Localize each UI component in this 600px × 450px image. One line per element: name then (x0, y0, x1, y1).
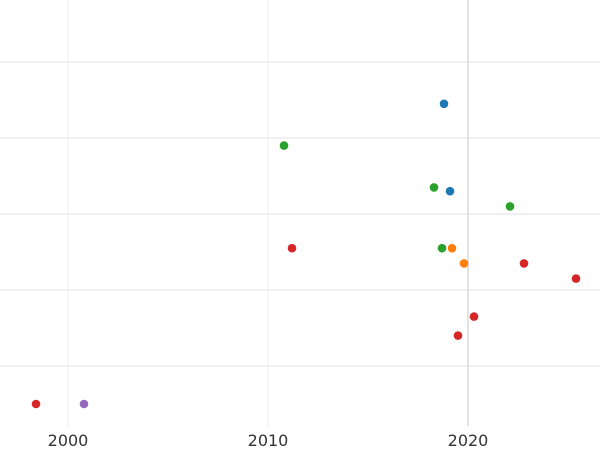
data-point (519, 259, 529, 268)
data-point (459, 259, 469, 268)
data-point (31, 399, 41, 409)
data-point (469, 312, 479, 321)
data-point (453, 331, 463, 340)
x-tick-labels: 2000 2010 2020 (48, 431, 489, 450)
x-tick-label: 2020 (448, 431, 489, 450)
data-point (79, 399, 89, 409)
data-point (447, 243, 457, 253)
data-point (279, 141, 289, 150)
data-point (439, 99, 449, 109)
x-tick-label: 2000 (48, 431, 89, 450)
data-point (429, 183, 439, 192)
data-point (287, 243, 297, 253)
data-point (505, 202, 515, 211)
data-point (445, 186, 455, 196)
grid-layer (0, 0, 600, 426)
x-tick-label: 2010 (248, 431, 289, 450)
data-point (571, 274, 581, 283)
data-point (437, 243, 447, 253)
points-layer (31, 99, 581, 409)
